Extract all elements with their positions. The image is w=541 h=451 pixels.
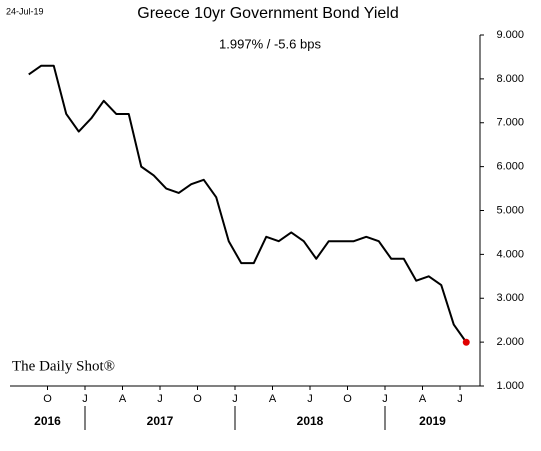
x-tick-label: A [269,393,277,405]
x-tick-label: J [382,393,388,405]
x-tick-label: A [419,393,427,405]
x-tick-label: J [307,393,313,405]
chart-title: Greece 10yr Government Bond Yield [137,5,398,22]
line [28,64,468,343]
y-tick-label: 5.000 [496,204,524,216]
date-label: 24-Jul-19 [6,6,44,16]
x-tick-label: O [193,393,202,405]
y-tick-label: 9.000 [496,29,524,41]
y-tick-label: 2.000 [496,336,524,348]
x-tick-label: J [457,393,463,405]
year-label: 2016 [34,414,61,428]
y-tick-label: 3.000 [496,292,524,304]
y-tick-label: 7.000 [496,117,524,129]
x-tick-label: J [82,393,88,405]
x-tick-label: O [43,393,52,405]
y-tick-label: 4.000 [496,248,524,260]
x-tick-label: J [157,393,163,405]
x-tick-label: J [232,393,238,405]
chart-subtitle: 1.997% / -5.6 bps [219,36,321,51]
year-label: 2018 [297,414,324,428]
year-label: 2019 [419,414,446,428]
y-tick-label: 6.000 [496,161,524,173]
year-label: 2017 [147,414,174,428]
y-tick-label: 1.000 [496,380,524,392]
x-tick-label: A [119,393,127,405]
end-marker [462,338,470,346]
y-tick-label: 8.000 [496,73,524,85]
x-tick-label: O [343,393,352,405]
watermark: The Daily Shot® [12,358,115,374]
